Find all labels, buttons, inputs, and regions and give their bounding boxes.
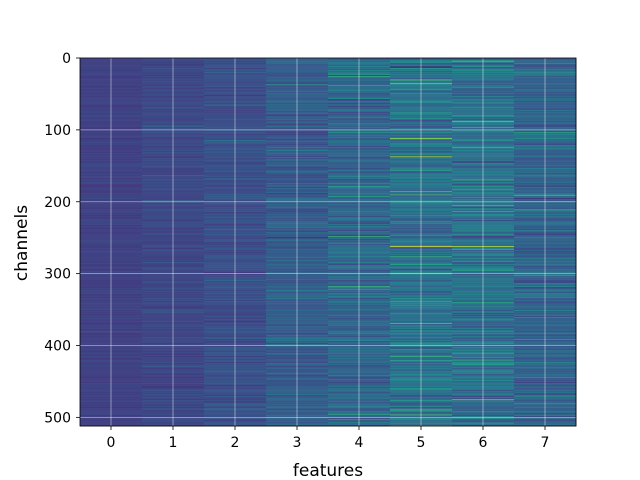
- x-tick-label: 2: [231, 435, 240, 451]
- y-tick-label: 500: [44, 410, 71, 426]
- y-axis-label: channels: [12, 205, 32, 281]
- x-tick-label: 4: [355, 435, 364, 451]
- x-axis-ticks: 0 1 2 3 4 5 6 7: [107, 426, 550, 451]
- x-tick-label: 1: [169, 435, 178, 451]
- x-tick-label: 0: [107, 435, 116, 451]
- y-tick-label: 0: [62, 51, 71, 67]
- y-tick-label: 400: [44, 339, 71, 355]
- x-tick-label: 3: [293, 435, 302, 451]
- plot-frame: [79, 57, 577, 427]
- y-tick-label: 200: [44, 195, 71, 211]
- heatmap-cells: [80, 58, 577, 427]
- y-tick-label: 100: [44, 123, 71, 139]
- y-tick-label: 300: [44, 267, 71, 283]
- y-axis-ticks: 0 100 200 300 400 500: [44, 51, 80, 426]
- x-tick-label: 5: [417, 435, 426, 451]
- x-tick-label: 6: [479, 435, 488, 451]
- x-axis-label: features: [293, 461, 363, 480]
- x-tick-label: 7: [541, 435, 550, 451]
- grid-lines: [80, 57, 576, 426]
